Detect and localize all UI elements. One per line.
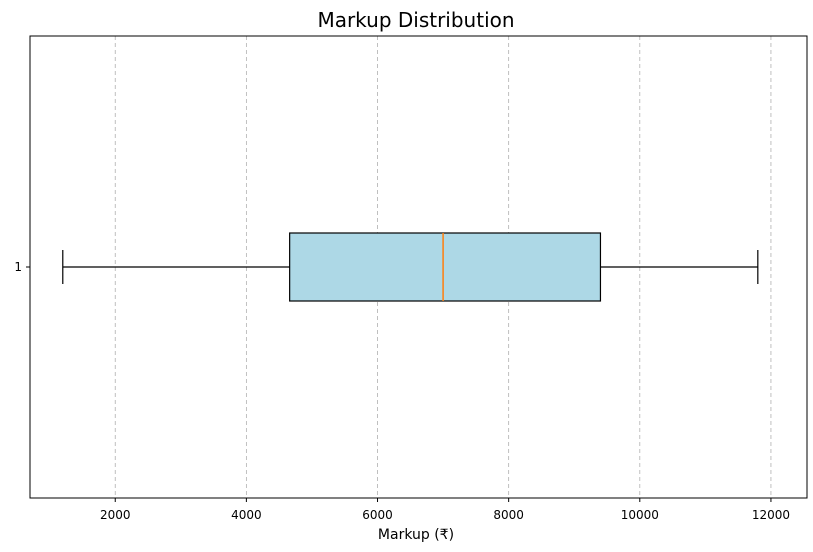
y-axis-ticks: 1	[14, 260, 30, 274]
x-tick-label-6000: 6000	[362, 508, 393, 522]
y-tick-label-1: 1	[14, 260, 22, 274]
box-iqr	[289, 232, 602, 302]
chart-title: Markup Distribution	[317, 8, 514, 32]
box-plot	[62, 232, 759, 302]
x-tick-label-8000: 8000	[493, 508, 524, 522]
x-tick-label-12000: 12000	[752, 508, 790, 522]
x-axis-ticks: 2000 4000 6000 8000 10000 12000	[100, 498, 790, 522]
x-tick-label-10000: 10000	[621, 508, 659, 522]
x-tick-label-4000: 4000	[231, 508, 262, 522]
x-tick-label-2000: 2000	[100, 508, 131, 522]
x-axis-label: Markup (₹)	[378, 527, 454, 543]
